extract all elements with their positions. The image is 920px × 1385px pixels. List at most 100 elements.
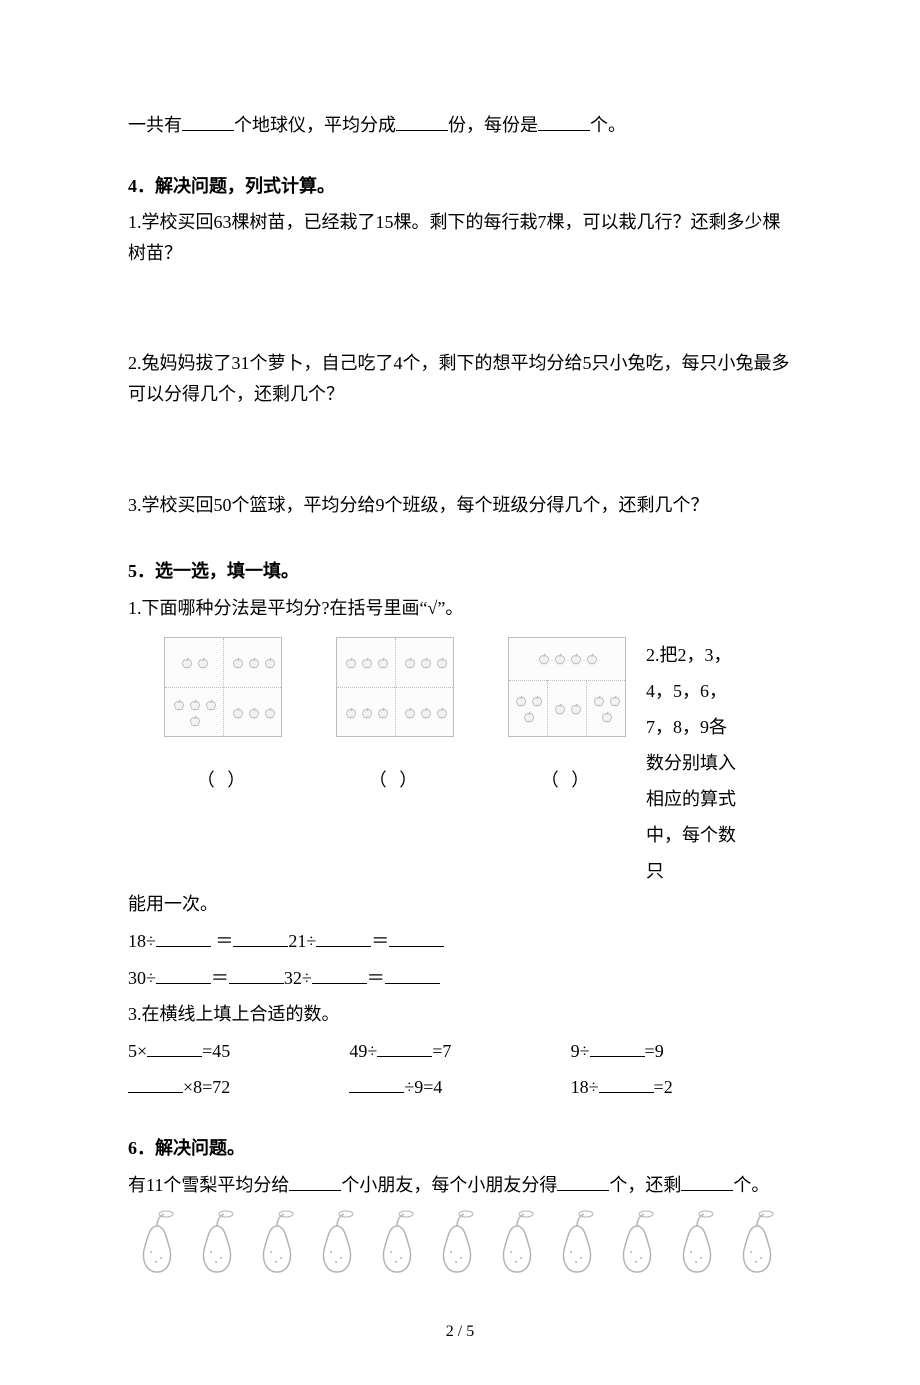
q5-figure-row: （ ） （ ）	[128, 637, 792, 889]
apple-icon	[403, 706, 417, 720]
text: 9÷	[571, 1041, 590, 1061]
pear-icon	[488, 1208, 546, 1278]
text: =7	[432, 1041, 451, 1061]
text: ÷9=4	[404, 1077, 442, 1097]
apple-icon	[537, 652, 551, 666]
apple-icon	[263, 706, 277, 720]
apple-icon	[403, 656, 417, 670]
blank	[156, 928, 211, 947]
q5-equation-row: 30÷＝32÷＝	[128, 963, 792, 994]
cell	[224, 638, 283, 688]
q5-fill-row: 5×=45 49÷=7 9÷=9	[128, 1036, 792, 1067]
text: =2	[654, 1077, 673, 1097]
q6-text: 有11个雪梨平均分给个小朋友，每个小朋友分得个，还剩个。	[128, 1170, 792, 1201]
text: ×8=72	[183, 1077, 230, 1097]
cell	[587, 680, 627, 738]
blank	[147, 1038, 202, 1057]
cell: 5× =45	[128, 1036, 349, 1067]
apple-icon	[360, 656, 374, 670]
apple-icon	[247, 656, 261, 670]
q4-p3: 3.学校买回50个篮球，平均分给9个班级，每个班级分得几个，还剩几个？	[128, 490, 792, 521]
partition-box	[336, 637, 454, 737]
cell	[509, 680, 548, 738]
answer-space	[128, 268, 792, 348]
apple-icon	[188, 698, 202, 712]
pear-icon	[428, 1208, 486, 1278]
cell	[548, 680, 587, 738]
apple-icon	[530, 694, 544, 708]
blank	[681, 1172, 733, 1191]
apple-icon	[608, 694, 622, 708]
blank	[557, 1172, 609, 1191]
apple-icon	[553, 652, 567, 666]
figure-panel: （ ）	[508, 637, 626, 796]
q5-fill-row: ×8=72 ÷9=4 18÷=2	[128, 1072, 792, 1103]
apple-icon	[514, 694, 528, 708]
partition-box	[508, 637, 626, 737]
apple-icon	[231, 706, 245, 720]
apple-icon	[419, 706, 433, 720]
apple-icon	[569, 702, 583, 716]
blank	[182, 112, 234, 131]
cell	[165, 688, 224, 738]
text: 18÷	[128, 931, 156, 951]
cell	[224, 688, 283, 738]
apple-icon	[376, 656, 390, 670]
page-number: 2 / 5	[128, 1318, 792, 1345]
apple-icon	[344, 656, 358, 670]
apple-icon	[172, 698, 186, 712]
text: 个小朋友，每个小朋友分得	[341, 1175, 557, 1195]
pear-icon	[728, 1208, 786, 1278]
apple-icon	[585, 652, 599, 666]
text: 21÷	[288, 931, 316, 951]
cell: ÷9=4	[349, 1072, 570, 1103]
cell	[509, 638, 627, 680]
apple-icon	[376, 706, 390, 720]
text: =45	[202, 1041, 230, 1061]
pear-icon	[608, 1208, 666, 1278]
blank	[312, 965, 367, 984]
apple-icon	[592, 694, 606, 708]
blank	[599, 1074, 654, 1093]
text: 份，每份是	[448, 115, 538, 135]
blank	[396, 112, 448, 131]
text: 5×	[128, 1041, 147, 1061]
blank	[377, 1038, 432, 1057]
q5-figures: （ ） （ ）	[128, 637, 626, 796]
blank	[229, 965, 284, 984]
pear-icon	[308, 1208, 366, 1278]
apple-icon	[522, 710, 536, 724]
apple-icon	[196, 656, 210, 670]
answer-paren: （ ）	[369, 765, 422, 796]
pear-icon	[668, 1208, 726, 1278]
q5-title: 5．选一选，填一填。	[128, 556, 792, 587]
apple-icon	[600, 710, 614, 724]
text: ＝	[367, 968, 385, 988]
cell	[337, 638, 396, 688]
cell: ×8=72	[128, 1072, 349, 1103]
text: 个。	[590, 115, 626, 135]
cell: 49÷=7	[349, 1036, 570, 1067]
blank	[316, 928, 371, 947]
pear-icon	[548, 1208, 606, 1278]
apple-icon	[231, 656, 245, 670]
text: ＝	[215, 931, 233, 951]
apple-icon	[344, 706, 358, 720]
text: ＝	[371, 931, 389, 951]
answer-paren: （ ）	[541, 765, 594, 796]
answer-paren: （ ）	[197, 765, 250, 796]
blank	[538, 112, 590, 131]
q4-p2: 2.兔妈妈拔了31个萝卜，自己吃了4个，剩下的想平均分给5只小兔吃，每只小兔最多…	[128, 348, 792, 409]
pear-icon	[368, 1208, 426, 1278]
apple-icon	[188, 714, 202, 728]
apple-icon	[435, 656, 449, 670]
blank	[389, 928, 444, 947]
blank	[385, 965, 440, 984]
cell	[165, 638, 224, 688]
blank	[590, 1038, 645, 1057]
page-content: 一共有个地球仪，平均分成份，每份是个。 4．解决问题，列式计算。 1.学校买回6…	[0, 0, 920, 1385]
text: 有11个雪梨平均分给	[128, 1175, 289, 1195]
answer-space	[128, 410, 792, 490]
q4-p1: 1.学校买回63棵树苗，已经栽了15棵。剩下的每行栽7棵，可以栽几行？还剩多少棵…	[128, 207, 792, 268]
cell	[396, 638, 455, 688]
